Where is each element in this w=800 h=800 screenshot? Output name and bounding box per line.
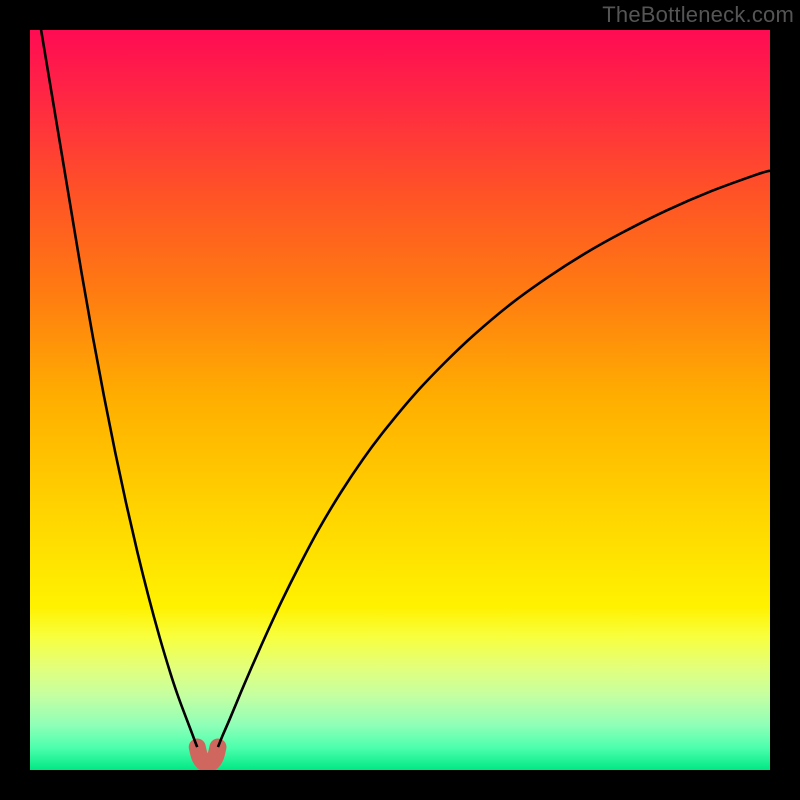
watermark-label: TheBottleneck.com <box>602 2 794 28</box>
plot-svg <box>30 30 770 770</box>
stage: TheBottleneck.com <box>0 0 800 800</box>
plot-background <box>30 30 770 770</box>
plot-area <box>30 30 770 770</box>
